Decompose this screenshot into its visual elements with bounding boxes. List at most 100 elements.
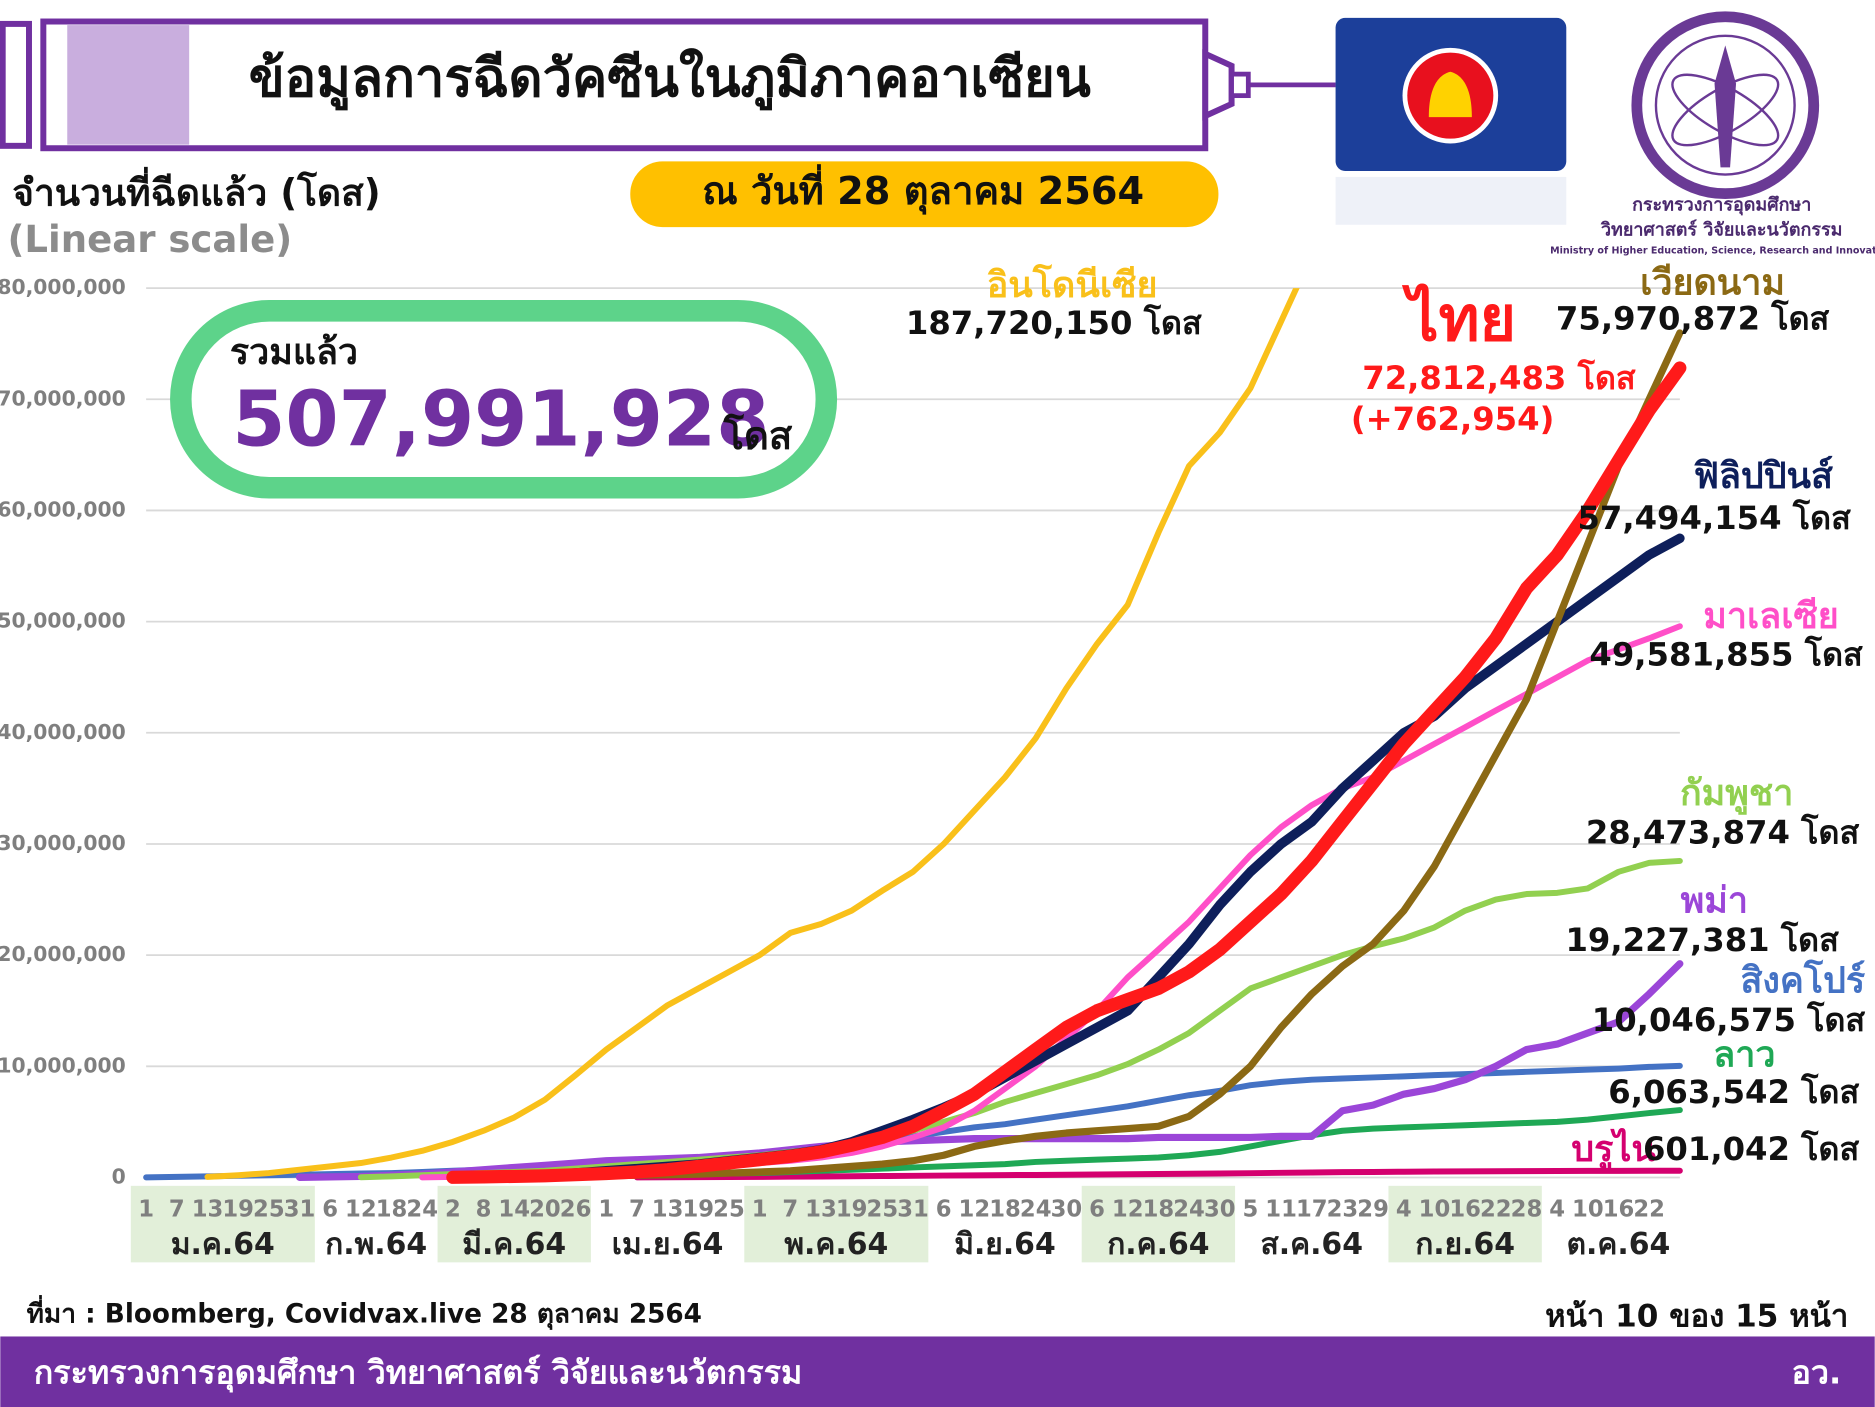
x-tick-label: 7 [629, 1196, 645, 1222]
x-tick-label: 30 [1204, 1196, 1236, 1222]
x-tick-label: 18 [989, 1196, 1021, 1222]
month-label: เม.ย.64 [612, 1227, 724, 1262]
x-tick-label: 18 [376, 1196, 408, 1222]
x-tick-label: 8 [476, 1196, 492, 1222]
x-tick-label: 17 [1296, 1196, 1328, 1222]
y-axis-title: จำนวนที่ฉีดแล้ว (โดส) [12, 166, 380, 214]
series-line [357, 857, 1683, 1181]
month-band [130, 1185, 315, 1263]
x-tick-label: 7 [782, 1196, 798, 1222]
logo-inner [1654, 34, 1796, 176]
total-value: 507,991,928 [232, 375, 769, 464]
x-tick-label: 19 [836, 1196, 868, 1222]
month-label: มิ.ย.64 [954, 1227, 1055, 1262]
logo-text: กระทรวงการอุดมศึกษา [1632, 195, 1811, 216]
logo-text: วิทยาศาสตร์ วิจัยและนวัตกรรม [1600, 219, 1842, 241]
month-label: มี.ค.64 [462, 1227, 566, 1262]
flag-reflection [1335, 176, 1567, 225]
x-tick-label: 28 [1511, 1196, 1543, 1222]
series-line [295, 960, 1684, 1181]
x-tick-label: 16 [1449, 1196, 1481, 1222]
grid: 0 10,000,000 20,000,000 30,000,000 40,000,00… [0, 275, 1680, 1188]
x-tick-label: 6 [322, 1196, 338, 1222]
x-tick-label: 12 [345, 1196, 377, 1222]
series-name: สิงคโปร์ [1740, 959, 1865, 1002]
x-tick-label: 11 [1265, 1196, 1297, 1222]
ministry-logo: กระทรวงการอุดมศึกษา วิทยาศาสตร์ วิจัยและ… [1550, 11, 1875, 257]
x-tick-label: 20 [529, 1196, 561, 1222]
x-tick-label: 25 [867, 1196, 899, 1222]
x-tick-label: 13 [652, 1196, 684, 1222]
value-label: 75,970,872 โดส [1556, 299, 1830, 337]
series-name: กัมพูชา [1680, 773, 1793, 815]
month-label: ก.ย.64 [1415, 1227, 1515, 1262]
x-tick-label: 2 [445, 1196, 461, 1222]
x-tick-label: 18 [1143, 1196, 1175, 1222]
fill [67, 25, 190, 145]
series-line [633, 1167, 1683, 1181]
tip [1229, 71, 1251, 99]
month-band [1388, 1185, 1542, 1263]
series-name: มาเลเซีย [1703, 596, 1839, 637]
page-number: หน้า 10 ของ 15 หน้า [1545, 1298, 1848, 1334]
x-tick-label: 29 [1357, 1196, 1389, 1222]
x-tick-label: 1 [598, 1196, 614, 1222]
x-tick-label: 4 [1396, 1196, 1412, 1222]
total-unit: โดส [723, 413, 793, 459]
x-tick-label: 24 [406, 1196, 438, 1222]
plunger [0, 20, 32, 149]
total-box [170, 300, 838, 499]
x-tick-label: 13 [805, 1196, 837, 1222]
value-label: 187,720,150 โดส [906, 304, 1202, 342]
x-tick-label: 16 [1603, 1196, 1635, 1222]
month-band [437, 1185, 591, 1263]
value-label: 49,581,855 โดส [1589, 635, 1863, 673]
value-label: 57,494,154 โดส [1577, 499, 1851, 537]
nozzle [1202, 49, 1235, 121]
series-name: ไทย [1401, 282, 1516, 355]
change-label: (+762,954) [1351, 400, 1555, 438]
month-band [1081, 1185, 1236, 1263]
series-line [446, 361, 1687, 1184]
x-tick-label: 24 [1173, 1196, 1205, 1222]
x-tick-label: 1 [752, 1196, 768, 1222]
month-band [744, 1185, 929, 1263]
date: ณ วันที่ 28 ตุลาคม 2564 [702, 164, 1144, 215]
source: ที่มา : Bloomberg, Covidvax.live 28 ตุลา… [27, 1294, 702, 1330]
month-label: ม.ค.64 [171, 1227, 275, 1262]
value-label: 601,042 โดส [1643, 1130, 1859, 1168]
y-tick-label: 0 [112, 1164, 126, 1188]
footer-band [0, 1336, 1875, 1407]
series-name: อินโดนีเซีย [987, 263, 1158, 306]
x-tick-label: 5 [1243, 1196, 1259, 1222]
x-tick-label: 22 [1633, 1196, 1665, 1222]
series-name: เวียดนาม [1640, 263, 1785, 304]
y-tick-label: 10,000,000 [0, 1053, 126, 1077]
month-label: พ.ค.64 [784, 1227, 888, 1262]
value-label: 6,063,542 โดส [1608, 1073, 1859, 1111]
x-tick-label: 12 [959, 1196, 991, 1222]
value-label: 19,227,381 โดส [1565, 921, 1839, 959]
x-tick-label: 26 [560, 1196, 592, 1222]
series-name: พม่า [1681, 881, 1748, 922]
ministry-name: กระทรวงการอุดมศึกษา วิทยาศาสตร์ วิจัยและ… [34, 1354, 803, 1394]
y-axis-subtitle: (Linear scale) [7, 218, 292, 261]
series-name: บรูไน [1571, 1127, 1656, 1171]
logo-orbit [1671, 73, 1780, 147]
x-tick-label: 6 [936, 1196, 952, 1222]
x-tick-label: 31 [897, 1196, 929, 1222]
x-tick-label: 6 [1089, 1196, 1105, 1222]
y-tick-label: 60,000,000 [0, 497, 126, 521]
x-tick-label: 25 [253, 1196, 285, 1222]
ministry-short: อว. [1791, 1354, 1841, 1392]
y-tick-label: 50,000,000 [0, 609, 126, 633]
month-label: ก.ค.64 [1107, 1227, 1209, 1262]
x-tick-label: 19 [222, 1196, 254, 1222]
syringe [0, 18, 1336, 152]
month-label: ส.ค.64 [1261, 1227, 1364, 1262]
x-tick-label: 30 [1051, 1196, 1083, 1222]
date-badge [630, 161, 1219, 228]
x-tick-label: 1 [138, 1196, 154, 1222]
logo-orbit [1671, 73, 1780, 147]
